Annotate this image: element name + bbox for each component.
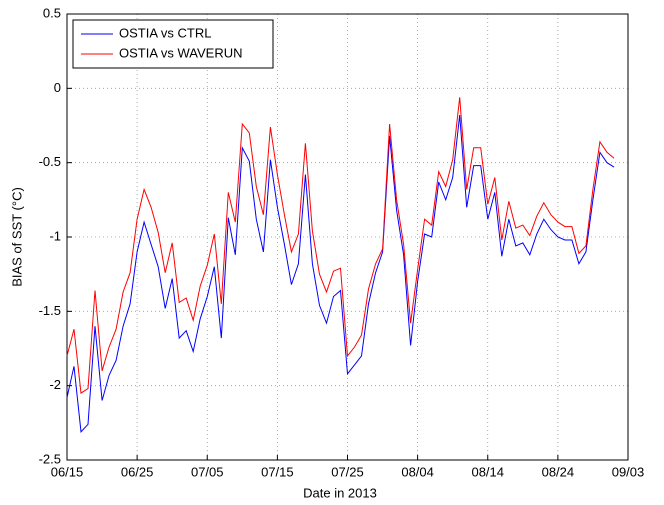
x-tick-label: 08/04	[401, 464, 434, 479]
y-tick-label: -2	[49, 377, 61, 392]
legend-label: OSTIA vs CTRL	[119, 25, 211, 40]
y-tick-label: 0.5	[43, 5, 61, 20]
plot-frame	[66, 13, 629, 461]
x-tick-label: 09/03	[612, 464, 645, 479]
x-tick-label: 06/25	[121, 464, 154, 479]
x-tick-label: 08/24	[542, 464, 575, 479]
y-tick-label: -2.5	[39, 451, 61, 466]
legend-label: OSTIA vs WAVERUN	[119, 45, 243, 60]
x-tick-label: 08/14	[471, 464, 504, 479]
x-tick-label: 07/05	[191, 464, 224, 479]
y-tick-label: -1	[49, 228, 61, 243]
x-axis-label: Date in 2013	[303, 485, 377, 500]
y-axis-label: BIAS of SST (°C)	[9, 187, 24, 287]
x-tick-label: 07/25	[331, 464, 364, 479]
y-tick-label: 0	[54, 80, 61, 95]
y-tick-label: -1.5	[39, 303, 61, 318]
legend-box	[72, 19, 274, 69]
y-tick-label: -0.5	[39, 154, 61, 169]
series-line	[66, 115, 615, 433]
x-tick-label: 07/15	[261, 464, 294, 479]
x-tick-label: 06/15	[51, 464, 84, 479]
series-line	[66, 97, 615, 394]
